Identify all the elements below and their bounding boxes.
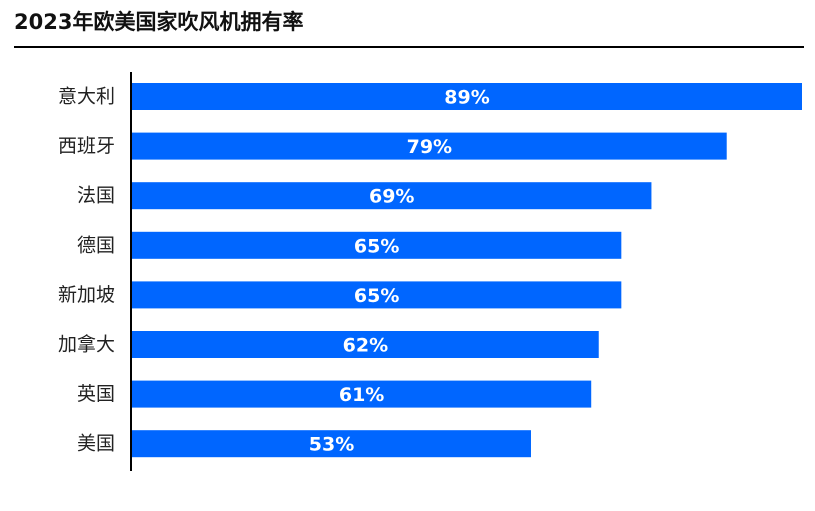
bar-0: [132, 83, 802, 110]
bar-3: [132, 231, 622, 259]
bar-1: [132, 132, 727, 160]
category-label-4: 新加坡: [58, 284, 115, 306]
category-label-7: 美国: [77, 433, 115, 455]
value-label-2: 69%: [369, 186, 414, 208]
bar-5: [132, 331, 599, 358]
category-label-0: 意大利: [58, 86, 115, 108]
chart-title: 2023年欧美国家吹风机拥有率: [14, 10, 304, 34]
category-label-6: 英国: [77, 383, 115, 405]
category-label-1: 西班牙: [58, 135, 115, 157]
title-divider: [14, 46, 804, 48]
bar-7: [132, 430, 531, 458]
bars-layer: 意大利 89% 西班牙 79% 法国 69% 德国 65% 新加坡 65% 加拿大 62% 英国 61% 美…: [58, 83, 802, 458]
bar-6: [132, 380, 592, 408]
value-label-4: 65%: [354, 285, 399, 307]
category-label-5: 加拿大: [58, 333, 115, 356]
value-label-5: 62%: [343, 335, 388, 357]
bar-4: [132, 281, 622, 309]
bar-2: [132, 182, 652, 210]
category-label-2: 法国: [77, 185, 115, 207]
value-label-3: 65%: [354, 235, 399, 257]
value-label-0: 89%: [444, 87, 489, 109]
value-label-7: 53%: [309, 434, 354, 456]
value-label-6: 61%: [339, 384, 384, 406]
value-label-1: 79%: [407, 136, 452, 158]
category-label-3: 德国: [77, 234, 115, 256]
